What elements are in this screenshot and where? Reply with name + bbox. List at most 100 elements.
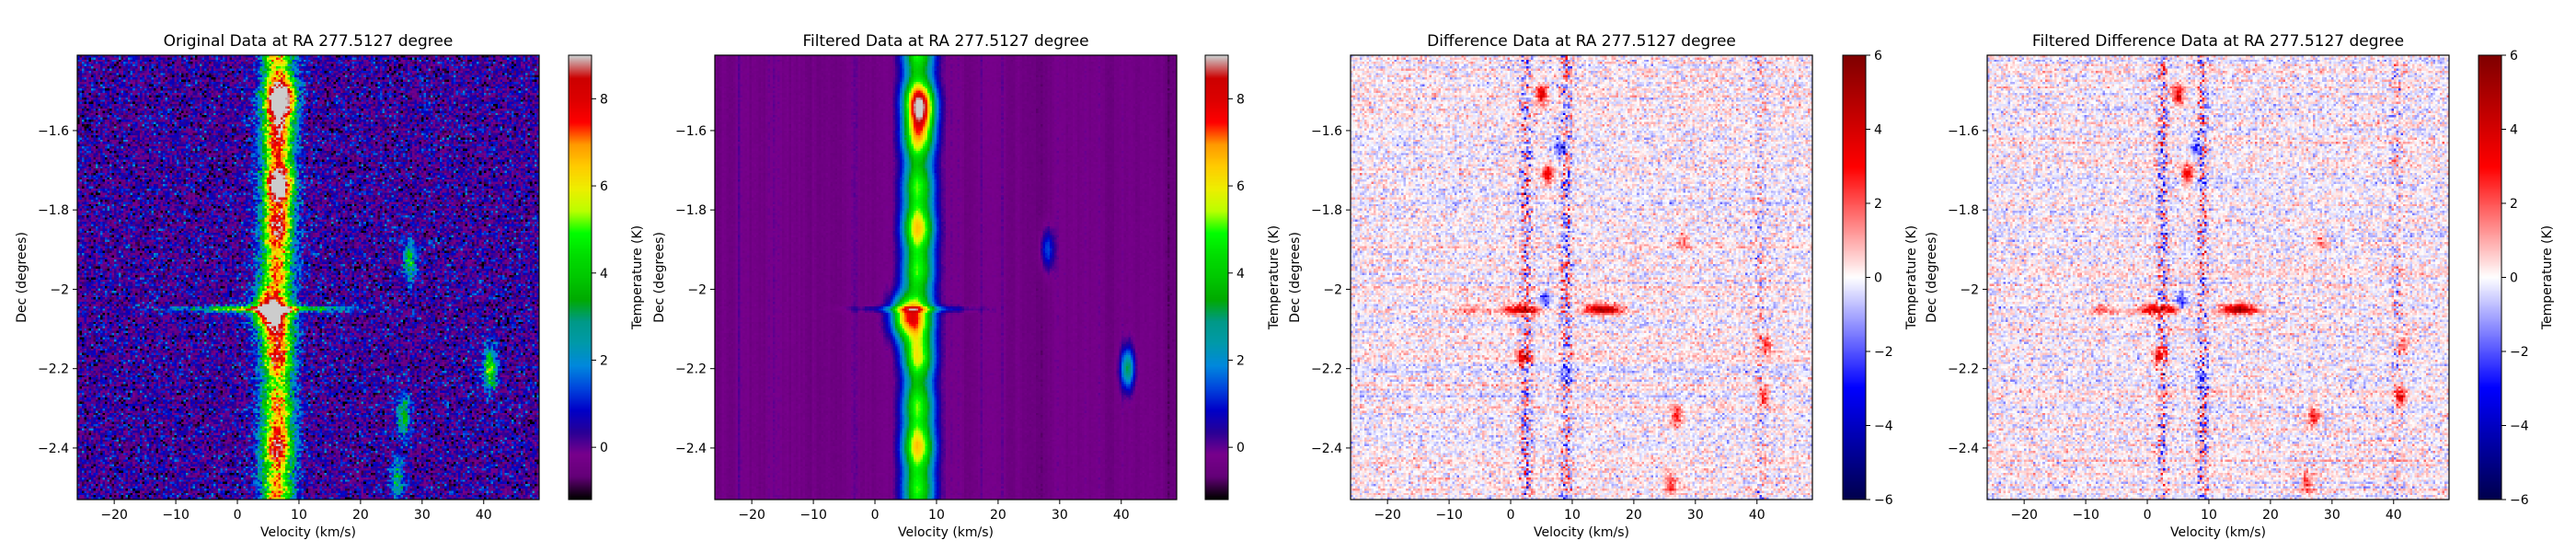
y-axis-label: Dec (degrees)	[15, 232, 29, 323]
x-tick-label: 10	[928, 508, 945, 523]
y-tick-label: −2	[687, 282, 707, 297]
x-tick-label: 40	[476, 508, 492, 523]
colorbar-tick-label: −2	[1874, 345, 1893, 360]
y-tick-label: −1.6	[1948, 124, 1979, 139]
y-tick-label: −2	[50, 282, 69, 297]
x-tick-label: 40	[2386, 508, 2402, 523]
x-tick-label: 10	[1564, 508, 1581, 523]
y-axis-label: Dec (degrees)	[1925, 232, 1939, 323]
y-axis-label: Dec (degrees)	[1288, 232, 1303, 323]
colorbar-tick-label: 6	[1874, 49, 1882, 63]
colorbar-tick-label: 2	[1236, 353, 1245, 368]
x-tick-label: −20	[738, 508, 765, 523]
x-tick-label: 40	[1113, 508, 1130, 523]
y-tick-label: −1.6	[1311, 124, 1342, 139]
colorbar-tick-label: −4	[2510, 420, 2529, 434]
colorbar-tick-label: 2	[2510, 197, 2518, 212]
colorbar-tick-label: 4	[1874, 123, 1882, 138]
colorbar-tick-label: −6	[1874, 493, 1893, 508]
chart-panel-original: −20 −10 0 10 20 30 40 −1.6 −1.8 −2 −2.2 −2.4 Origina…	[15, 32, 645, 540]
colorbar-tick-label: 4	[1236, 267, 1245, 282]
x-tick-label: 10	[291, 508, 307, 523]
x-tick-label: 30	[2324, 508, 2340, 523]
y-tick-label: −2.2	[38, 362, 69, 377]
colorbar-tick-label: −4	[1874, 420, 1893, 434]
y-tick-label: −2.2	[675, 362, 707, 377]
x-tick-label: 10	[2201, 508, 2217, 523]
x-tick-label: −10	[162, 508, 190, 523]
colorbar-tick-label: 2	[1874, 197, 1882, 212]
axes-frame	[1350, 54, 1813, 500]
axes-frame	[76, 54, 540, 500]
heatmap-image	[1987, 55, 2449, 500]
colorbar-tick-label: 4	[600, 267, 608, 282]
colorbar-tick-label: 0	[2510, 271, 2518, 286]
y-tick-label: −1.8	[1948, 203, 1979, 218]
colorbar-tick-label: 6	[600, 179, 608, 194]
y-tick-label: −2.4	[38, 442, 69, 456]
heatmap-image	[1351, 55, 1812, 500]
x-axis-label: Velocity (km/s)	[2170, 525, 2266, 540]
y-tick-label: −2	[1323, 282, 1342, 297]
x-tick-label: −20	[100, 508, 128, 523]
y-tick-label: −2.4	[1948, 442, 1979, 456]
y-tick-label: −1.6	[675, 124, 707, 139]
chart-title: Filtered Difference Data at RA 277.5127 …	[2032, 32, 2404, 51]
colorbar-gradient	[569, 55, 592, 500]
chart-title: Original Data at RA 277.5127 degree	[164, 32, 454, 51]
y-tick-label: −2.2	[1311, 362, 1342, 377]
x-tick-label: −10	[2072, 508, 2099, 523]
colorbar-frame	[1204, 54, 1229, 500]
x-tick-label: −10	[1435, 508, 1463, 523]
x-tick-label: 0	[1507, 508, 1515, 523]
colorbar-gradient	[2478, 55, 2501, 500]
chart-panel-filtered: −20 −10 0 10 20 30 40−1.6−1.8−2−2.2−2.4Filtere…	[652, 32, 1282, 540]
x-tick-label: 30	[1687, 508, 1704, 523]
y-tick-label: −2.4	[675, 442, 707, 456]
x-tick-label: 20	[2262, 508, 2279, 523]
y-tick-label: −1.8	[675, 203, 707, 218]
chart-title: Filtered Data at RA 277.5127 degree	[802, 32, 1088, 51]
y-tick-label: −2.2	[1948, 362, 1979, 377]
colorbar-gradient	[1843, 55, 1866, 500]
colorbar-tick-label: 4	[2510, 123, 2518, 138]
y-axis-label: Dec (degrees)	[652, 232, 667, 323]
colorbar-frame	[568, 54, 592, 500]
colorbar-label: Temperature (K)	[2540, 225, 2555, 330]
colorbar-tick-label: 8	[1236, 92, 1245, 107]
colorbar-tick-label: 6	[2510, 49, 2518, 63]
axes-frame	[714, 54, 1178, 500]
x-axis-label: Velocity (km/s)	[260, 525, 356, 540]
x-tick-label: 30	[414, 508, 431, 523]
colorbar-label: Temperature (K)	[1267, 225, 1282, 330]
heatmap-image	[715, 55, 1177, 500]
colorbar-tick-label: 0	[600, 441, 608, 455]
colorbar-tick-label: −2	[2510, 345, 2529, 360]
colorbar-tick-label: 6	[1236, 179, 1245, 194]
x-tick-label: −10	[799, 508, 827, 523]
colorbar-label: Temperature (K)	[1904, 225, 1919, 330]
heatmap-image	[77, 55, 539, 500]
colorbar-tick-label: 0	[1236, 441, 1245, 455]
x-tick-label: −20	[2010, 508, 2038, 523]
x-tick-label: 20	[1626, 508, 1642, 523]
chart-title: Difference Data at RA 277.5127 degree	[1427, 32, 1736, 51]
chart-panel-filtered-difference: −20 −10 0 10 20 30 40−1.6−1.8−2−2.2−2.4Filtere…	[1925, 32, 2555, 540]
y-tick-label: −1.8	[38, 203, 69, 218]
x-tick-label: −20	[1374, 508, 1401, 523]
colorbar-tick-label: −6	[2510, 493, 2529, 508]
colorbar-tick-label: 2	[600, 353, 608, 368]
x-tick-label: 0	[2144, 508, 2152, 523]
colorbar-gradient	[1205, 55, 1228, 500]
x-tick-label: 20	[352, 508, 369, 523]
colorbar-tick-label: 0	[1874, 271, 1882, 286]
colorbar-tick-label: 8	[600, 92, 608, 107]
x-tick-label: 30	[1052, 508, 1068, 523]
x-tick-label: 40	[1749, 508, 1765, 523]
y-tick-label: −2.4	[1311, 442, 1342, 456]
axes-frame	[1986, 54, 2450, 500]
x-axis-label: Velocity (km/s)	[1534, 525, 1629, 540]
y-tick-label: −1.8	[1311, 203, 1342, 218]
y-tick-label: −1.6	[38, 124, 69, 139]
